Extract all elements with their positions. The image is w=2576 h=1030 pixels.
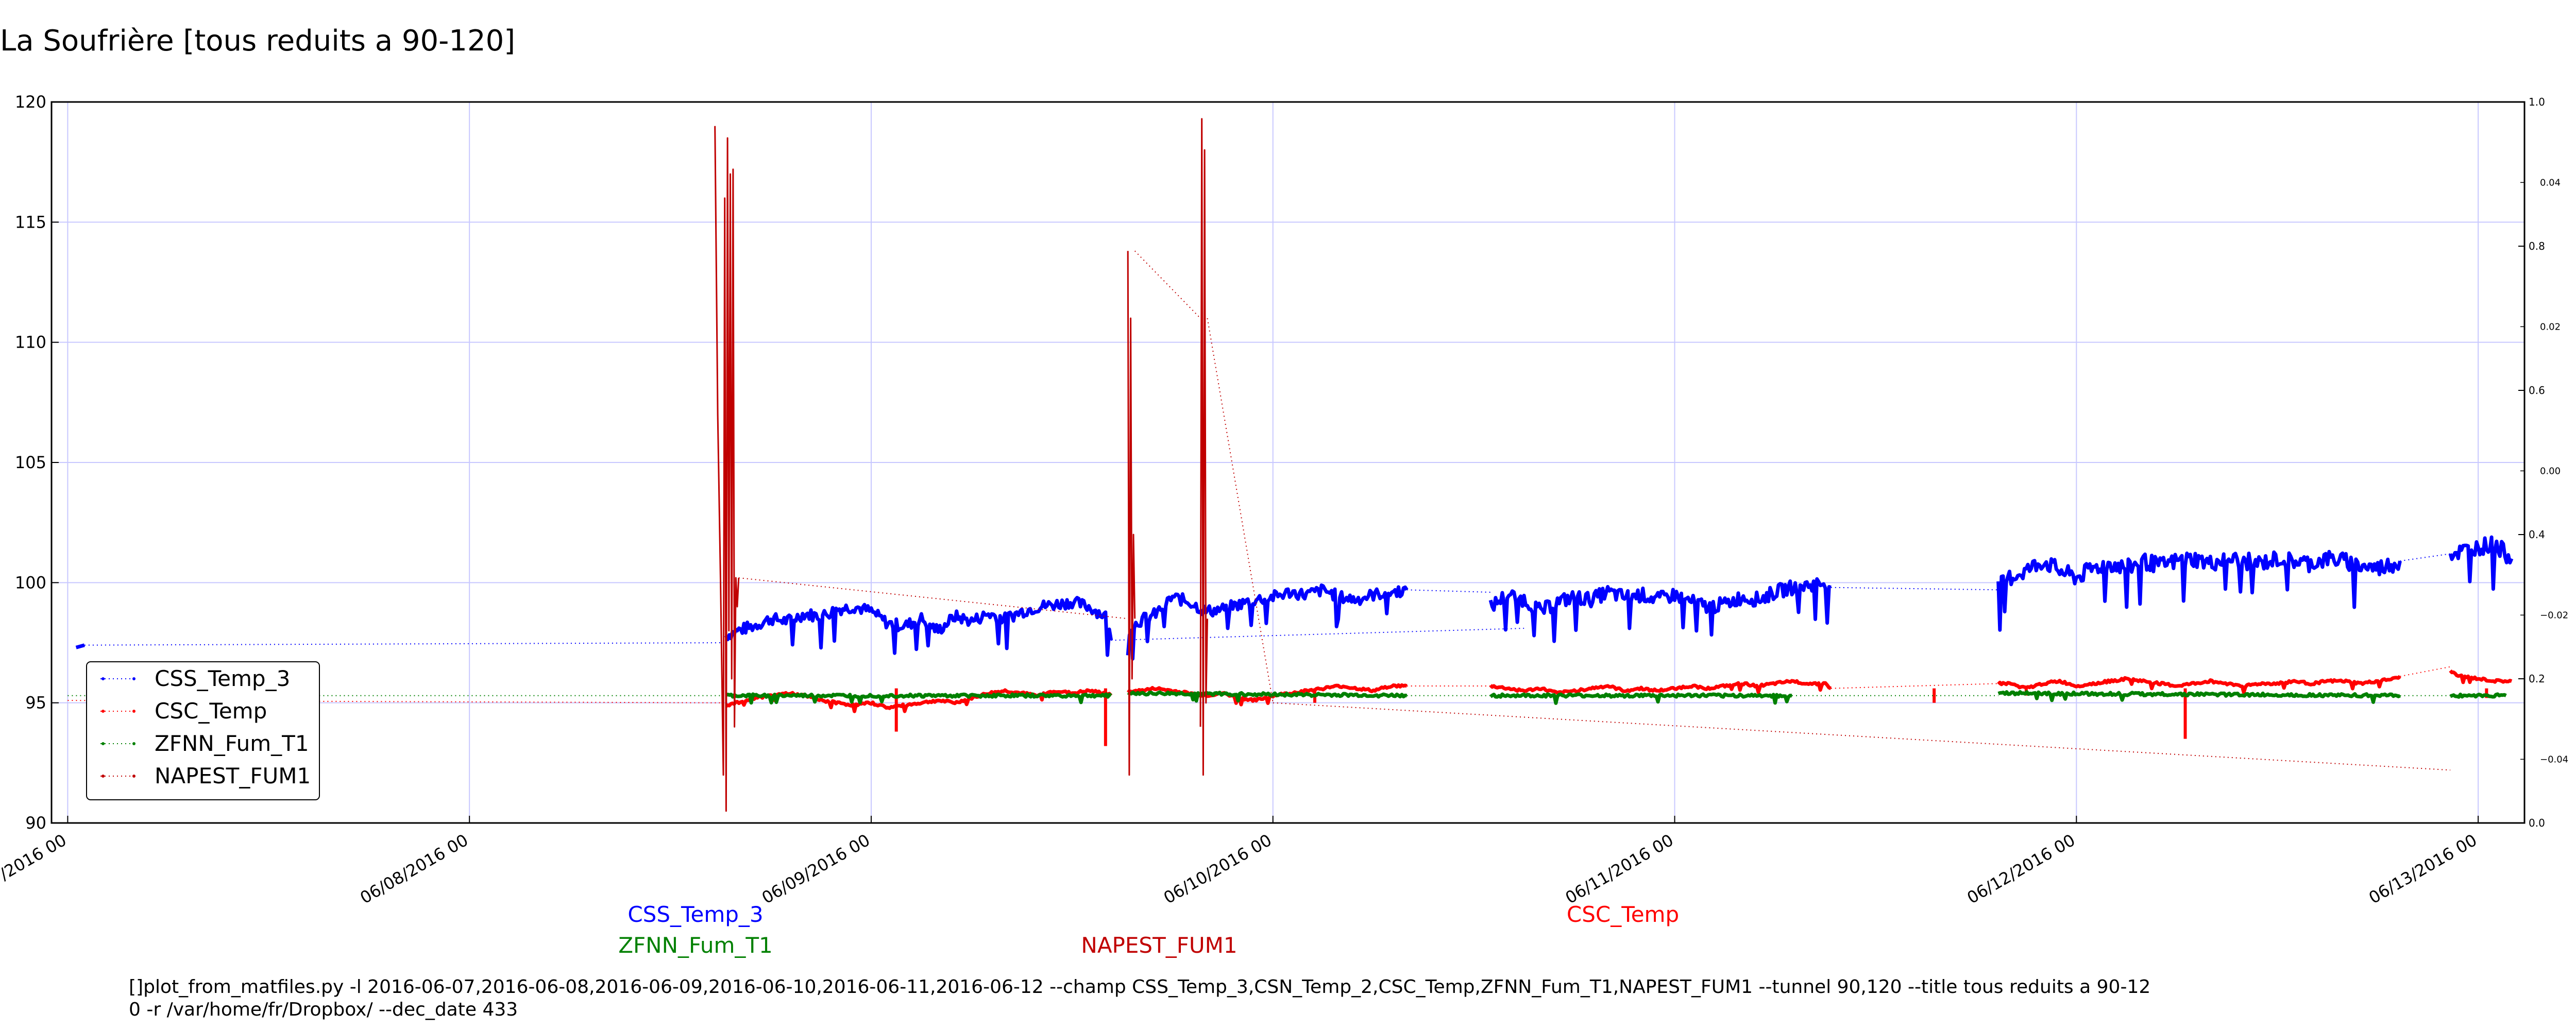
y2-tick-label: 1.0 (2529, 96, 2545, 108)
series-line-napest-fum1 (1134, 250, 1201, 319)
series-line-zfnn-fum-t1 (1489, 692, 1792, 705)
legend-label-css-temp-3: CSS_Temp_3 (155, 666, 290, 691)
y-tick-label: 110 (15, 333, 46, 352)
x-tick-label: 06/10/2016 00 (1160, 830, 1275, 908)
grid-lines (52, 102, 2524, 823)
series-zfnn-fum-t1 (67, 690, 2507, 705)
y2-inner-tick-label: 0.04 (2540, 177, 2561, 188)
series-line-csc-temp (67, 700, 726, 703)
legend-marker-zfnn-fum-t1 (101, 742, 105, 745)
legend-marker-zfnn-fum-t1 (132, 742, 135, 745)
series-line-css-temp-3 (2400, 553, 2451, 562)
series-csc-temp (67, 666, 2513, 746)
y2-inner-tick-label: 0.02 (2540, 321, 2561, 332)
series-line-csc-temp (1127, 683, 1408, 707)
legend-marker-css-temp-3 (132, 677, 135, 680)
series-line-css-temp-3 (2448, 535, 2514, 591)
plot-frame (50, 101, 2526, 824)
series-line-csc-temp (1489, 679, 1832, 695)
series-line-css-temp-3 (724, 596, 1113, 657)
y-axis: 90 95 100 105 110 115 120 (15, 92, 59, 833)
series-line-csc-temp (1997, 675, 2401, 694)
annotation-zfnn-fum-t1: ZFNN_Fum_T1 (618, 933, 773, 958)
y2-tick-label: 0.0 (2529, 817, 2545, 829)
series-lines (67, 118, 2514, 812)
y-tick-label: 90 (25, 813, 46, 833)
series-line-csc-temp (1831, 683, 1998, 689)
legend-marker-csc-temp (101, 710, 105, 713)
annotation-csc-temp: CSC_Temp (1567, 902, 1679, 927)
series-line-csc-temp (2400, 666, 2451, 677)
legend-marker-csc-temp (132, 710, 135, 713)
series-line-napest-fum1 (714, 126, 740, 812)
series-css-temp-3 (75, 535, 2514, 661)
y2-tick-label: 0.4 (2529, 528, 2545, 541)
x-tick-label: 06/08/2016 00 (357, 830, 471, 908)
x-tick-label: 06/13/2016 00 (2365, 830, 2480, 908)
series-line-napest-fum1 (1273, 702, 2451, 771)
x-tick-label: 06/12/2016 00 (1964, 830, 2079, 908)
annotation-css-temp-3: CSS_Temp_3 (628, 902, 763, 927)
series-line-zfnn-fum-t1 (1127, 690, 1408, 703)
series-line-css-temp-3 (1126, 583, 1409, 661)
annotation-napest-fum1: NAPEST_FUM1 (1081, 933, 1237, 958)
legend-marker-napest-fum1 (132, 775, 135, 778)
series-line-css-temp-3 (1996, 550, 2402, 632)
y-tick-label: 120 (15, 92, 46, 112)
y-tick-label: 95 (25, 693, 46, 713)
series-napest-fum1 (714, 118, 2451, 812)
x-tick-label: 06/11/2016 00 (1562, 830, 1677, 908)
series-line-napest-fum1 (738, 577, 1128, 620)
y2-tick-label: 0.8 (2529, 240, 2545, 252)
y2-tick-label: 0.6 (2529, 384, 2545, 397)
x-tick-label: 07/2016 00 (0, 830, 70, 895)
y-tick-label: 115 (15, 212, 46, 232)
series-line-napest-fum1 (1127, 251, 1136, 776)
y2-inner-tick-label: 0.00 (2540, 466, 2561, 476)
chart-title: La Soufrière [tous reduits a 90-120] (0, 24, 515, 58)
series-line-css-temp-3 (1831, 587, 1998, 591)
legend-marker-css-temp-3 (101, 677, 105, 680)
legend-marker-napest-fum1 (101, 775, 105, 778)
series-line-zfnn-fum-t1 (1997, 690, 2401, 704)
legend-label-csc-temp: CSC_Temp (155, 698, 267, 724)
series-line-css-temp-3 (75, 643, 85, 649)
series-annotations: CSS_Temp_3 ZFNN_Fum_T1 NAPEST_FUM1 CSC_T… (618, 902, 1679, 958)
legend-label-napest-fum1: NAPEST_FUM1 (155, 763, 311, 788)
series-line-zfnn-fum-t1 (725, 692, 1112, 705)
series-line-css-temp-3 (84, 642, 726, 646)
y2-tick-label: 0.2 (2529, 673, 2545, 685)
y2-inner-tick-label: −0.02 (2540, 610, 2568, 621)
legend-label-zfnn-fum-t1: ZFNN_Fum_T1 (155, 731, 309, 756)
series-line-css-temp-3 (1488, 577, 1832, 643)
secondary-y-axis: 0.0 0.2 0.4 0.6 0.8 1.0 −0.04 −0.02 0.00 0.02 0.04 (2518, 96, 2568, 829)
series-line-zfnn-fum-t1 (2449, 692, 2507, 699)
y-tick-label: 100 (15, 573, 46, 592)
y2-inner-tick-label: −0.04 (2540, 754, 2568, 765)
series-line-csc-temp (2449, 669, 2513, 684)
series-line-napest-fum1 (1199, 118, 1208, 776)
command-line-caption: []plot_from_matfiles.py -l 2016-06-07,20… (129, 976, 2151, 1020)
series-line-css-temp-3 (1111, 628, 1524, 641)
legend-box (86, 661, 320, 800)
series-line-css-temp-3 (1406, 589, 1491, 593)
x-axis: 07/2016 00 06/08/2016 00 06/09/2016 00 06/1… (0, 816, 2480, 908)
y-tick-label: 105 (15, 453, 46, 472)
x-tick-label: 06/09/2016 00 (758, 830, 873, 908)
legend: CSS_Temp_3 CSC_Temp ZFNN_Fum_T1 NAPEST_FUM1 (86, 661, 320, 800)
series-line-napest-fum1 (1207, 318, 1274, 703)
